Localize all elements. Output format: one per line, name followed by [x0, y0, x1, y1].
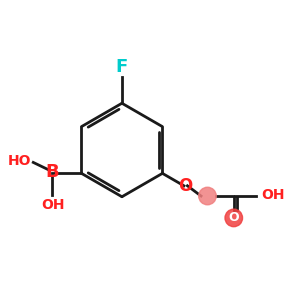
Text: OH: OH [41, 198, 65, 212]
Text: OH: OH [262, 188, 285, 202]
Circle shape [199, 187, 216, 205]
Text: O: O [229, 212, 239, 224]
Text: O: O [178, 177, 192, 195]
Text: B: B [45, 163, 59, 181]
Text: HO: HO [8, 154, 31, 168]
Text: F: F [116, 58, 128, 76]
Circle shape [225, 209, 242, 227]
